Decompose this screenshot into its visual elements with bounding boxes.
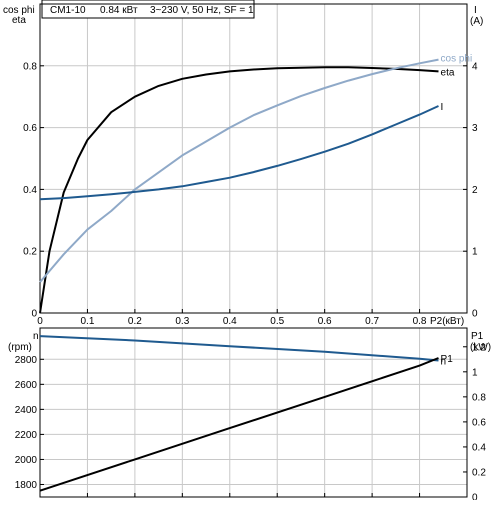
x-tick-label: 0.1 [80,316,94,327]
top-right-tick-label: 4 [472,61,478,72]
series-p1-label: P1 [441,354,454,365]
series-eta-label: eta [441,67,455,78]
bottom-left-tick-label: 1800 [15,480,38,491]
top-left-tick-label: 0.8 [23,61,37,72]
header-power: 0.84 кВт [100,5,138,16]
bottom-right-tick-label: 0.6 [472,417,486,428]
bottom-right-axis-label-p1: P1 [471,331,484,342]
top-right-axis-label-unit: (A) [470,16,483,27]
bottom-right-tick-label: 0.8 [472,392,486,403]
bottom-right-axis-label-unit: (kW) [470,342,491,353]
bottom-left-tick-label: 2600 [15,380,38,391]
x-tick-label: 0.8 [413,316,427,327]
top-right-tick-label: 3 [472,123,478,134]
bottom-right-tick-label: 0 [472,493,478,501]
top-left-tick-label: 0.2 [23,247,37,258]
bottom-left-tick-label: 2000 [15,455,38,466]
x-tick-label: 0 [37,316,43,327]
bottom-left-tick-label: 2800 [15,355,38,366]
series-eta-line [39,66,439,314]
series-n-line [39,335,439,362]
bottom-chart-grid [39,328,468,497]
top-chart-grid [39,4,468,313]
top-left-tick-label: 0.4 [23,185,37,196]
top-right-tick-label: 1 [472,247,478,258]
series-cos-phi-label: cos phi [441,54,473,65]
bottom-left-axis-label-n: n [33,331,39,342]
bottom-chart-series: nP1 [39,335,454,492]
bottom-chart-ticks: 1800 2000 2200 2400 2600 2800 0 0.2 0.4 0.6 0.8 1 1.… [15,342,487,503]
bottom-right-tick-label: 1 [472,367,478,378]
bottom-plot-frame [39,327,468,498]
x-tick-label: 0.2 [128,316,142,327]
series-n-label: n [441,357,447,368]
top-chart-series: eta cos phi I [39,54,473,314]
x-tick-label: 0.7 [365,316,379,327]
top-left-tick-label: 0.6 [23,123,37,134]
header-supply: 3~230 V, 50 Hz, SF = 1 [150,5,254,16]
bottom-left-axis-label-unit: (rpm) [8,342,32,353]
series-p1-line [39,357,439,492]
top-right-tick-label: 2 [472,185,478,196]
x-tick-label: 0.3 [175,316,189,327]
bottom-left-tick-label: 2400 [15,405,38,416]
series-i-label: I [441,102,444,113]
top-right-tick-label: 0 [472,309,478,320]
top-chart-ticks: 0 0.1 0.2 0.3 0.4 0.5 0.6 0.7 0.8 0 0.2 0.4 0.6 0.8 0 1… [23,61,478,327]
top-left-axis-label-cosphi: cos phi [3,5,35,16]
top-plot-frame [39,3,468,314]
bottom-right-tick-label: 0.4 [472,442,486,453]
top-left-tick-label: 0 [31,309,37,320]
x-axis-label: P2(кВт) [430,316,464,327]
bottom-right-tick-label: 0.2 [472,467,486,478]
header-model: CM1-10 [50,5,86,16]
series-i-line [39,105,439,201]
x-tick-label: 0.4 [223,316,237,327]
top-left-axis-label-eta: eta [12,15,26,26]
top-right-axis-label-i: I [474,5,477,16]
series-cos-phi-line [39,58,439,283]
x-tick-label: 0.6 [318,316,332,327]
bottom-right-tick-label: 1.2 [472,342,486,353]
x-tick-label: 0.5 [270,316,284,327]
bottom-left-tick-label: 2200 [15,430,38,441]
